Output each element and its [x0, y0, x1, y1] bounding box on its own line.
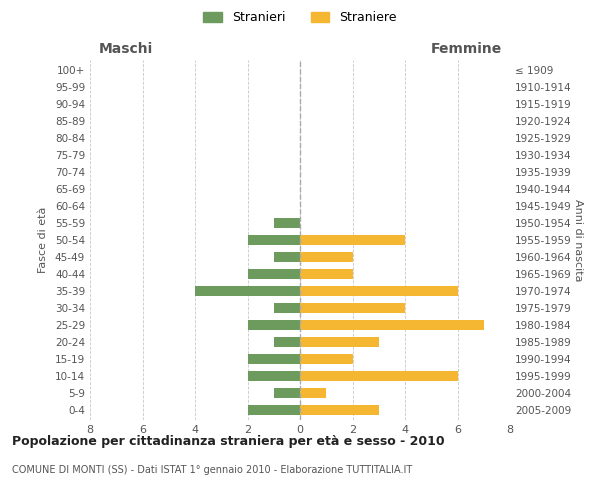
Text: Popolazione per cittadinanza straniera per età e sesso - 2010: Popolazione per cittadinanza straniera p…	[12, 435, 445, 448]
Bar	[300, 371, 458, 381]
Bar	[195, 286, 300, 296]
Bar	[300, 252, 353, 262]
Bar	[274, 218, 300, 228]
Bar	[248, 320, 300, 330]
Bar	[248, 235, 300, 245]
Bar	[300, 235, 405, 245]
Bar	[248, 371, 300, 381]
Y-axis label: Anni di nascita: Anni di nascita	[573, 198, 583, 281]
Legend: Stranieri, Straniere: Stranieri, Straniere	[203, 11, 397, 24]
Bar	[248, 269, 300, 279]
Bar	[300, 354, 353, 364]
Bar	[300, 269, 353, 279]
Text: Maschi: Maschi	[98, 42, 152, 56]
Bar	[274, 252, 300, 262]
Bar	[248, 404, 300, 415]
Text: Femmine: Femmine	[430, 42, 502, 56]
Bar	[274, 388, 300, 398]
Bar	[300, 404, 379, 415]
Bar	[300, 337, 379, 347]
Bar	[248, 354, 300, 364]
Bar	[300, 388, 326, 398]
Y-axis label: Fasce di età: Fasce di età	[38, 207, 48, 273]
Bar	[300, 320, 484, 330]
Bar	[300, 303, 405, 313]
Bar	[274, 303, 300, 313]
Text: COMUNE DI MONTI (SS) - Dati ISTAT 1° gennaio 2010 - Elaborazione TUTTITALIA.IT: COMUNE DI MONTI (SS) - Dati ISTAT 1° gen…	[12, 465, 412, 475]
Bar	[274, 337, 300, 347]
Bar	[300, 286, 458, 296]
